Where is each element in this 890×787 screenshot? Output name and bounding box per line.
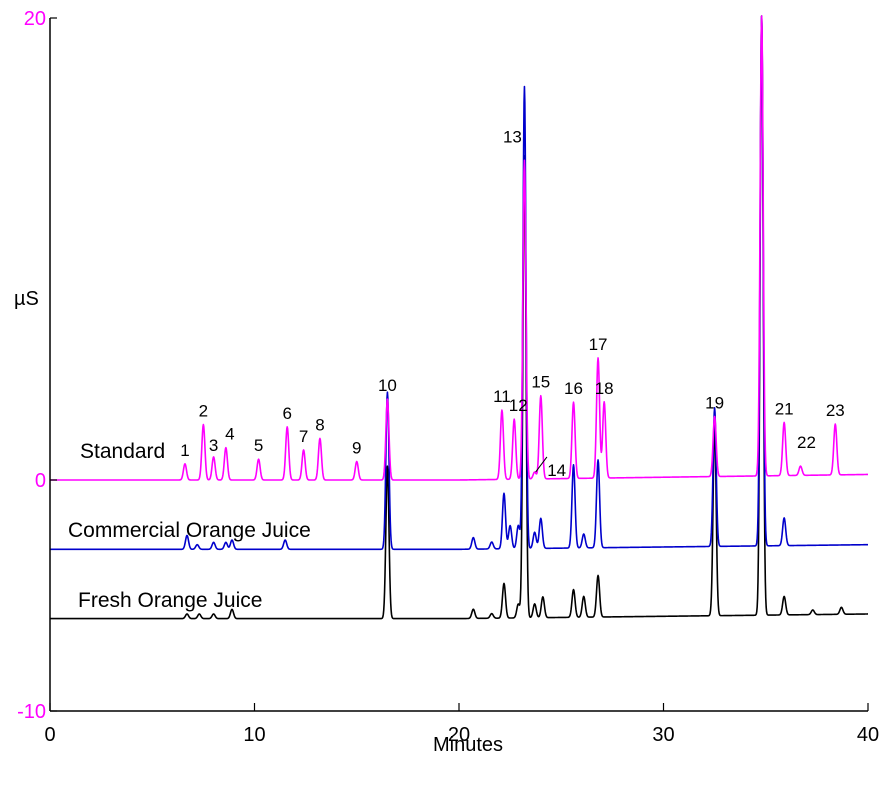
y-tick-label: 0 [35,470,46,492]
chromatogram-traces [49,15,869,620]
y-tick-label: 20 [24,8,46,30]
peak-label-9: 9 [352,439,361,458]
peak-label-1: 1 [180,441,189,460]
peak-label-18: 18 [595,379,614,398]
peak-label-13: 13 [503,127,522,146]
peak-label-6: 6 [282,404,291,423]
peak-label-23: 23 [826,401,845,420]
x-axis-title: Minutes [433,734,503,756]
trace-label-standard: Standard [80,440,165,463]
peak-label-4: 4 [225,425,234,444]
trace-fresh-orange-juice [49,15,869,620]
peak-label-5: 5 [254,436,263,455]
y-axis-title: µS [14,288,39,310]
y-tick-label: -10 [17,701,46,723]
peak-label-10: 10 [378,376,397,395]
peak-14-leader [535,456,548,473]
trace-label-commercial-orange-juice: Commercial Orange Juice [68,519,311,542]
trace-label-fresh-orange-juice: Fresh Orange Juice [78,589,262,612]
peak-label-3: 3 [209,436,218,455]
x-tick-label: 40 [857,724,879,746]
x-tick-label: 10 [243,724,265,746]
trace-standard [49,15,869,481]
x-tick-label: 20 [448,724,470,746]
peak-label-14: 14 [547,461,566,480]
trace-commercial-orange-juice [49,15,869,551]
peak-label-11: 11 [493,387,511,406]
peak-label-8: 8 [315,415,324,434]
peak-label-15: 15 [531,373,550,392]
x-tick-label: 30 [652,724,674,746]
x-tick-label: 0 [44,724,55,746]
peak-label-21: 21 [775,399,794,418]
peak-label-12: 12 [509,396,528,415]
peak-label-16: 16 [564,379,583,398]
peak-label-22: 22 [797,433,816,452]
peak-label-2: 2 [199,402,208,421]
peak-label-19: 19 [705,393,724,412]
trace-labels: Standard Commercial Orange Juice Fresh Ora… [68,440,311,612]
peak-label-17: 17 [589,335,608,354]
peak-label-7: 7 [299,427,308,446]
peak-labels: 1234567891011121314151617181920212223 [180,127,845,480]
